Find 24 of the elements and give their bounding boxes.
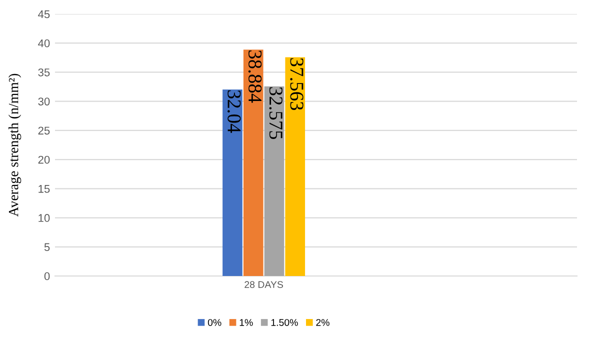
legend-label: 1.50% bbox=[271, 319, 298, 326]
y-tick-label: 15 bbox=[38, 185, 50, 193]
y-tick-label: 40 bbox=[38, 39, 50, 48]
x-tick-label: 28 DAYS bbox=[244, 281, 283, 288]
data-label: 38.884 bbox=[248, 50, 262, 103]
bar bbox=[285, 57, 306, 276]
bar bbox=[264, 86, 284, 276]
y-tick-label: 25 bbox=[38, 126, 50, 135]
y-tick-label: 0 bbox=[44, 272, 50, 280]
data-label: 37.563 bbox=[290, 58, 304, 110]
legend-label: 0% bbox=[208, 319, 222, 326]
data-label: 32.575 bbox=[269, 87, 282, 140]
y-axis-title: Average strength (n/mm²) bbox=[8, 74, 22, 217]
y-tick-label: 30 bbox=[38, 98, 50, 106]
legend-label: 1% bbox=[240, 319, 253, 326]
y-tick-label: 5 bbox=[44, 243, 50, 252]
y-tick-label: 45 bbox=[38, 10, 50, 18]
y-tick-label: 20 bbox=[38, 156, 50, 164]
legend-label: 2% bbox=[316, 319, 330, 326]
y-tick-label: 35 bbox=[38, 68, 50, 76]
y-tick-label: 10 bbox=[38, 214, 50, 222]
bar bbox=[243, 50, 264, 276]
bar bbox=[222, 89, 242, 276]
data-label: 32.04 bbox=[228, 90, 241, 133]
